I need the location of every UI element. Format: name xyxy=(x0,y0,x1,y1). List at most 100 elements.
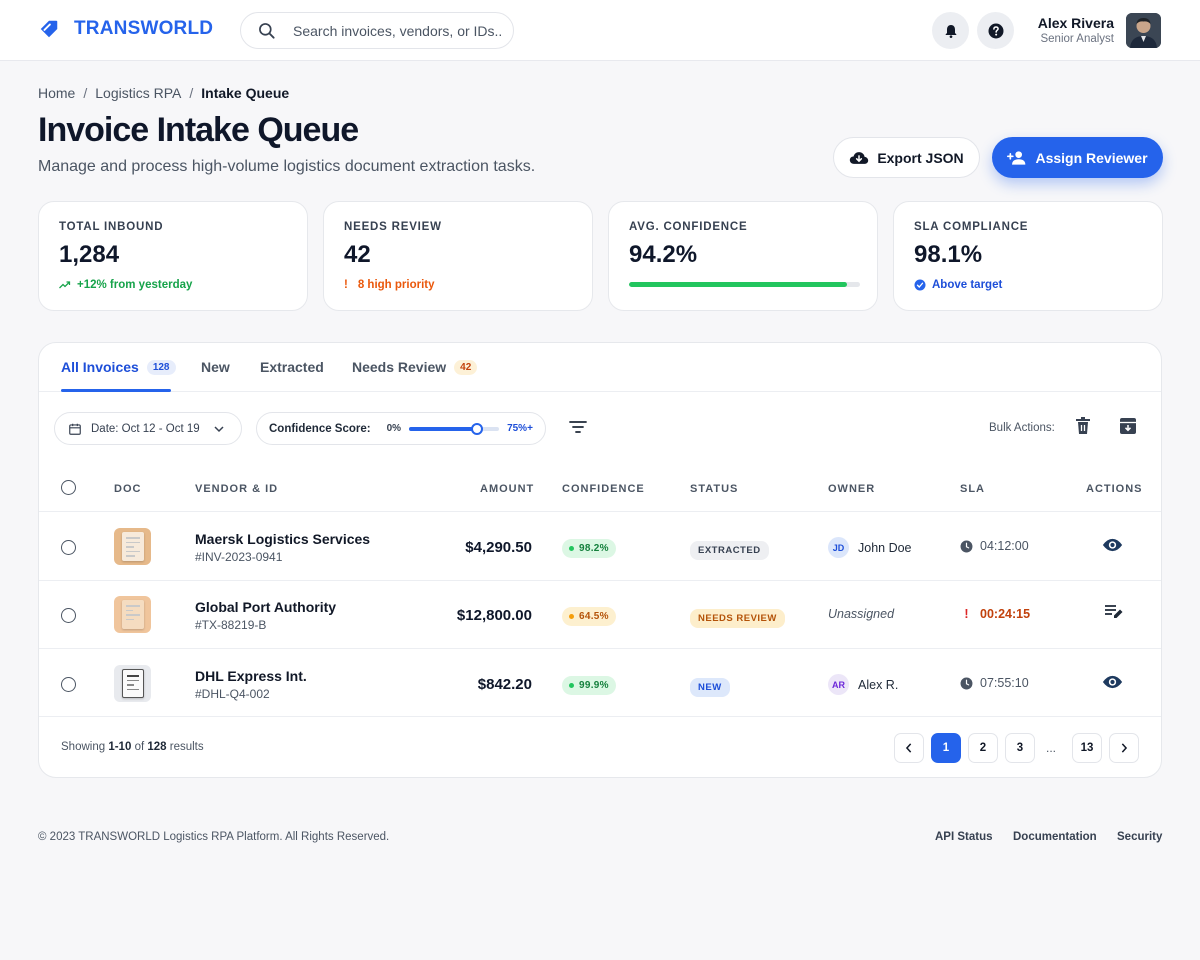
trending-up-icon xyxy=(59,281,71,289)
bell-icon xyxy=(945,24,956,38)
bulk-delete-button[interactable] xyxy=(1075,417,1091,440)
stat-note: Above target xyxy=(914,279,1142,291)
tab-new[interactable]: New xyxy=(201,359,230,375)
vendor-name[interactable]: Maersk Logistics Services xyxy=(195,531,371,547)
stat-value: 42 xyxy=(344,241,371,268)
breadcrumb-home[interactable]: Home xyxy=(38,85,76,101)
document-thumbnail[interactable] xyxy=(114,596,151,633)
date-range-filter[interactable]: Date: Oct 12 - Oct 19 xyxy=(54,412,242,445)
stat-note-text: 8 high priority xyxy=(357,279,435,291)
page-button-last[interactable]: 13 xyxy=(1072,733,1102,763)
bulk-actions-label: Bulk Actions: xyxy=(989,422,1055,434)
tab-label: All Invoices xyxy=(61,359,139,375)
view-button[interactable] xyxy=(1102,538,1123,557)
status-text: NEW xyxy=(690,678,730,697)
vendor-name[interactable]: DHL Express Int. xyxy=(195,668,307,684)
edit-button[interactable] xyxy=(1104,603,1124,626)
amount: $4,290.50 xyxy=(465,539,532,556)
footer-link-security[interactable]: Security xyxy=(1117,831,1163,843)
filter-button[interactable] xyxy=(569,419,587,440)
column-header-confidence[interactable]: CONFIDENCE xyxy=(562,483,645,495)
stat-label: SLA COMPLIANCE xyxy=(914,221,1029,233)
sla-cell: 07:55:10 xyxy=(960,676,1029,690)
row-select-radio[interactable] xyxy=(61,677,76,692)
vendor-name[interactable]: Global Port Authority xyxy=(195,599,337,615)
footer-link-api-status[interactable]: API Status xyxy=(935,831,993,843)
document-thumbnail[interactable] xyxy=(114,665,151,702)
active-tab-indicator xyxy=(61,389,171,392)
stat-card-avg-confidence: AVG. CONFIDENCE 94.2% xyxy=(608,201,878,311)
showing-of: of xyxy=(134,741,145,753)
notifications-button[interactable] xyxy=(932,12,969,49)
invoice-id: #DHL-Q4-002 xyxy=(195,687,270,701)
search-input[interactable] xyxy=(293,22,503,39)
search-box[interactable] xyxy=(240,12,514,49)
view-button[interactable] xyxy=(1102,675,1123,694)
assign-reviewer-button[interactable]: Assign Reviewer xyxy=(992,137,1163,178)
stat-card-total-inbound: TOTAL INBOUND 1,284 +12% from yesterday xyxy=(38,201,308,311)
bulk-archive-button[interactable] xyxy=(1119,417,1137,440)
column-header-sla[interactable]: SLA xyxy=(960,483,985,495)
pagination-ellipsis: ... xyxy=(1046,741,1057,755)
slider-handle[interactable] xyxy=(470,422,483,435)
stat-note: +12% from yesterday xyxy=(59,279,287,291)
page-button-1[interactable]: 1 xyxy=(931,733,961,763)
vendor-cell: Global Port Authority #TX-88219-B xyxy=(195,599,336,632)
confidence-filter-label: Confidence Score: xyxy=(269,422,371,435)
breadcrumb-section[interactable]: Logistics RPA xyxy=(95,85,182,101)
column-header-vendor[interactable]: VENDOR & ID xyxy=(195,483,279,495)
confidence-slider[interactable] xyxy=(409,422,500,435)
date-range-label: Date: Oct 12 - Oct 19 xyxy=(91,422,200,435)
owner-avatar: JD xyxy=(828,537,849,558)
table-row[interactable]: DHL Express Int. #DHL-Q4-002 $842.20 99.… xyxy=(39,649,1161,717)
amount: $842.20 xyxy=(477,676,532,693)
vendor-cell: Maersk Logistics Services #INV-2023-0941 xyxy=(195,531,370,564)
tab-needs-review[interactable]: Needs Review 42 xyxy=(352,359,478,375)
trash-icon xyxy=(1076,417,1090,434)
avatar[interactable] xyxy=(1126,13,1161,48)
confidence-progress-bar xyxy=(629,282,860,287)
table-row[interactable]: Maersk Logistics Services #INV-2023-0941… xyxy=(39,513,1161,581)
assign-label: Assign Reviewer xyxy=(1035,149,1148,166)
user-name: Alex Rivera xyxy=(1037,15,1114,31)
slider-fill xyxy=(409,426,477,431)
confidence-chip: 64.5% xyxy=(562,606,616,626)
stat-value: 98.1% xyxy=(914,241,983,268)
breadcrumb-current: Intake Queue xyxy=(201,85,290,101)
row-select-radio[interactable] xyxy=(61,540,76,555)
column-header-status[interactable]: STATUS xyxy=(690,483,739,495)
table-row[interactable]: Global Port Authority #TX-88219-B $12,80… xyxy=(39,581,1161,649)
select-all-checkbox[interactable] xyxy=(61,480,76,495)
chevron-down-icon xyxy=(214,425,224,432)
column-header-amount[interactable]: AMOUNT xyxy=(480,483,535,495)
footer-link-documentation[interactable]: Documentation xyxy=(1013,831,1097,843)
tab-label: Extracted xyxy=(260,359,324,375)
stat-card-sla-compliance: SLA COMPLIANCE 98.1% Above target xyxy=(893,201,1163,311)
page-button-2[interactable]: 2 xyxy=(968,733,998,763)
page-button-3[interactable]: 3 xyxy=(1005,733,1035,763)
export-label: Export JSON xyxy=(877,149,964,166)
clock-icon xyxy=(960,677,973,689)
prev-page-button[interactable] xyxy=(894,733,924,763)
owner-name: Unassigned xyxy=(828,607,895,621)
column-header-owner[interactable]: OWNER xyxy=(828,483,876,495)
column-header-doc[interactable]: DOC xyxy=(114,483,142,495)
row-select-radio[interactable] xyxy=(61,608,76,623)
user-info[interactable]: Alex Rivera Senior Analyst xyxy=(1038,15,1114,45)
tab-count-badge: 42 xyxy=(454,359,478,375)
owner-cell: JD John Doe xyxy=(828,537,912,558)
tab-all-invoices[interactable]: All Invoices 128 xyxy=(61,359,176,375)
owner-cell: Unassigned xyxy=(828,607,894,621)
showing-total: 128 xyxy=(147,741,167,753)
help-button[interactable] xyxy=(977,12,1014,49)
progress-fill xyxy=(629,282,847,287)
next-page-button[interactable] xyxy=(1109,733,1139,763)
confidence-score-filter[interactable]: Confidence Score: 0% 75%+ xyxy=(256,412,546,445)
brand-logo[interactable]: TRANSWORLD xyxy=(38,18,213,40)
export-json-button[interactable]: Export JSON xyxy=(833,137,980,178)
chevron-right-icon xyxy=(1121,743,1128,753)
document-thumbnail[interactable] xyxy=(114,528,151,565)
tab-extracted[interactable]: Extracted xyxy=(260,359,324,375)
breadcrumb: Home / Logistics RPA / Intake Queue xyxy=(38,85,289,101)
status-text: EXTRACTED xyxy=(690,541,769,560)
